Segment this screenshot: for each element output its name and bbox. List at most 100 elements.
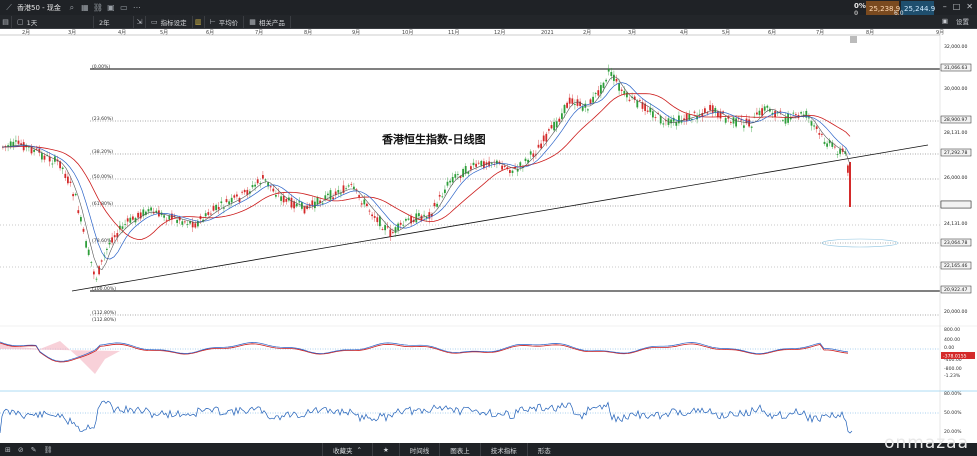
candle-type-button[interactable]: ▥ — [193, 15, 205, 28]
candle-body — [111, 237, 113, 243]
candle-body — [251, 185, 254, 188]
price-chart[interactable]: 2月 3月 4月 5月 6月 7月 8月 9月 10月 11月 12月 2021 2月 3月 4月 5月 6月 7… — [0, 29, 977, 443]
close-button[interactable]: ✕ — [966, 2, 973, 11]
highlight-ellipse — [821, 238, 899, 248]
change-percent: 0% 0 — [851, 1, 869, 17]
tab-timeline[interactable]: 时间线 — [398, 443, 440, 456]
candle-body — [545, 133, 548, 142]
tab-favorites[interactable]: 收藏夹 ⌃ — [322, 443, 372, 456]
candle-body — [826, 143, 828, 147]
candle-body — [693, 111, 696, 113]
candle-body — [405, 218, 407, 221]
candle-body — [298, 201, 301, 203]
grid-icon[interactable]: ▦ — [81, 2, 89, 12]
tab-technical[interactable]: 技术指标 — [479, 443, 527, 456]
buy-button[interactable]: 25,244.9 — [901, 1, 935, 17]
candle-body — [366, 203, 368, 207]
sidebar-toggle-button[interactable]: ▤ — [0, 15, 12, 28]
indicator-settings-button[interactable]: ▭ 指标设定 — [146, 15, 193, 28]
price-tick-label: 20,922.47 — [944, 287, 967, 293]
maximize-button[interactable]: □ — [952, 2, 961, 11]
candle-body — [763, 106, 766, 111]
candle-body — [659, 115, 662, 124]
candle-body — [607, 69, 610, 72]
candle-body — [178, 217, 181, 221]
month-label: 2021 — [541, 30, 554, 36]
search-icon[interactable]: ⌕ — [69, 2, 75, 12]
candle-body — [800, 112, 802, 114]
interval-select[interactable]: 2年 — [94, 15, 134, 28]
price-label-box — [940, 238, 972, 247]
candle-body — [4, 145, 7, 147]
candle-body — [173, 215, 176, 217]
candle-body — [509, 170, 511, 173]
tab-patterns[interactable]: 形态 — [526, 443, 561, 456]
crosshair-icon[interactable]: ⊞ — [5, 445, 11, 454]
screen-icon[interactable]: ▭ — [120, 2, 128, 12]
candle-body — [568, 97, 571, 104]
candle-body — [462, 168, 464, 177]
candle-body — [163, 215, 165, 218]
rsi-axis-label: 50.00% — [944, 410, 962, 416]
related-products-button[interactable]: ▦ 相关产品 — [244, 15, 291, 28]
chart-area[interactable]: 2月 3月 4月 5月 6月 7月 8月 9月 10月 11月 12月 2021 2月 3月 4月 5月 6月 7… — [0, 29, 977, 443]
tab-star[interactable]: ★ — [371, 443, 399, 456]
price-tick-label: 30,000.00 — [944, 86, 967, 92]
candle-body — [381, 229, 384, 230]
candle-body — [735, 118, 737, 127]
related-products-label: 相关产品 — [258, 18, 285, 27]
candle-body — [129, 217, 132, 223]
no-entry-icon[interactable]: ⊘ — [17, 445, 24, 454]
candle-body — [696, 116, 698, 120]
candle-body — [831, 142, 834, 147]
chart-title: 香港恒生指数-日线图 — [382, 133, 486, 146]
candle-body — [15, 140, 17, 142]
chart-toolbar: ▤ ▢ 1天 2年 ⇲ ▭ 指标设定 ▥ ⊢ 平均价 ▦ 相关产品 ▣ 设置 — [0, 15, 977, 29]
candle-body — [353, 186, 355, 189]
expand-button[interactable]: ⇲ — [134, 15, 146, 28]
square-icon: ▢ — [17, 17, 24, 26]
price-label-box — [940, 261, 972, 270]
candle-body — [459, 176, 462, 178]
month-label: 4月 — [118, 30, 126, 36]
candle-body — [779, 110, 782, 112]
layout-icon[interactable]: ▣ — [941, 17, 948, 25]
candle-body — [579, 101, 581, 106]
candle-body — [246, 189, 249, 195]
candle-body — [688, 114, 691, 120]
candle-body — [620, 89, 623, 91]
link-tool-icon[interactable]: ⛓ — [43, 445, 53, 454]
average-price-button[interactable]: ⊢ 平均价 — [205, 15, 245, 28]
candle-body — [113, 235, 116, 238]
candle-body — [792, 112, 795, 114]
pencil-icon[interactable]: ✎ — [30, 445, 37, 454]
candle-body — [815, 126, 818, 130]
sell-button[interactable]: 25,238.9 — [866, 1, 900, 17]
settings-link[interactable]: 设置 — [956, 18, 969, 26]
candle-body — [82, 228, 85, 232]
candle-body — [72, 194, 74, 197]
candle-body — [444, 189, 446, 194]
candle-body — [639, 100, 641, 101]
candle-body — [529, 151, 532, 155]
candle-body — [706, 112, 709, 114]
candle-body — [332, 197, 334, 199]
month-label: 6月 — [768, 30, 776, 36]
candle-body — [233, 195, 236, 198]
link-icon[interactable]: ⛓ — [92, 2, 104, 12]
candle-body — [576, 99, 579, 106]
candle-body — [602, 82, 605, 88]
timeframe-select[interactable]: ▢ 1天 — [12, 15, 94, 28]
more-icon[interactable]: ⋯ — [132, 2, 141, 12]
lock-icon[interactable]: ▣ — [107, 2, 115, 12]
candle-body — [288, 197, 290, 201]
minimize-button[interactable]: – — [942, 2, 947, 11]
candle-body — [225, 199, 228, 203]
month-label: 11月 — [448, 30, 459, 36]
candle-body — [761, 108, 763, 116]
candle-body — [363, 199, 366, 205]
tab-chart-top[interactable]: 图表上 — [439, 443, 480, 456]
candle-body — [727, 116, 730, 119]
candle-body — [719, 111, 722, 119]
candle-icon: ▥ — [194, 17, 202, 26]
